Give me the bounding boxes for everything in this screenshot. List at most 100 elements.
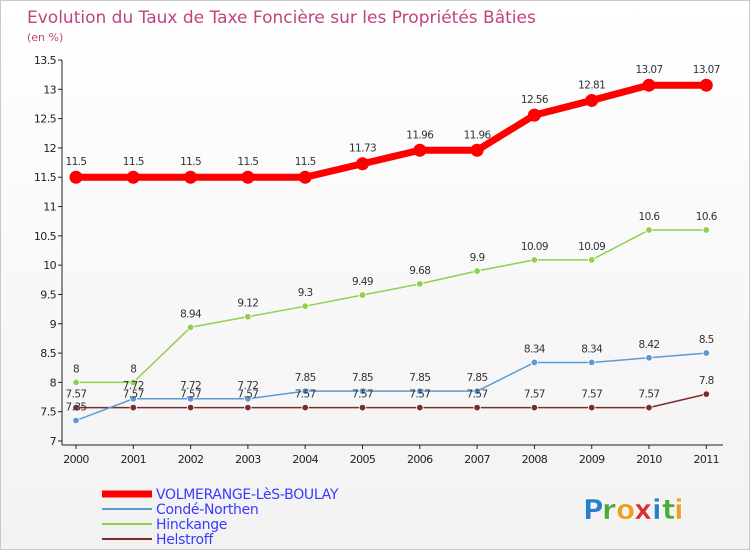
data-label: 11.5 (295, 156, 316, 168)
data-point (645, 354, 653, 362)
data-label: 11.5 (180, 156, 201, 168)
data-point (301, 387, 309, 395)
data-point (129, 395, 137, 403)
data-label: 9.49 (352, 276, 373, 288)
data-point (585, 93, 599, 107)
data-point (358, 387, 367, 395)
legend-item: VOLMERANGE-LèS-BOULAY (102, 487, 339, 503)
data-point (470, 143, 484, 157)
data-label: 11.5 (66, 156, 87, 168)
data-point (244, 313, 252, 321)
data-point (358, 403, 367, 412)
series-2 (72, 226, 710, 387)
data-label: 11.96 (464, 129, 492, 141)
data-point (645, 226, 653, 234)
x-tick-label: 2011 (693, 453, 719, 466)
data-point (72, 416, 80, 425)
data-label: 8 (73, 363, 79, 375)
legend-item: Helstroff (102, 532, 215, 548)
logo-letter: x (634, 493, 652, 526)
series-line (76, 393, 707, 409)
data-point (588, 358, 596, 367)
logo-letter: r (602, 493, 616, 526)
y-tick-label: 8.5 (40, 347, 56, 360)
data-point (301, 302, 309, 310)
data-label: 10.09 (521, 241, 548, 253)
series-line (76, 229, 707, 384)
data-label: 13.07 (635, 64, 662, 76)
legend-label: Hinckange (156, 517, 227, 533)
x-tick-label: 2002 (178, 453, 204, 466)
series-line (75, 352, 707, 422)
data-point (530, 256, 539, 264)
data-point (129, 378, 137, 387)
x-tick-label: 2004 (292, 453, 318, 466)
data-point (129, 403, 137, 412)
data-point (186, 323, 195, 331)
data-label: 8.42 (639, 339, 660, 351)
data-label: 7.57 (409, 389, 430, 401)
series-labels-3: 7.57 7.57 7.57 7.57 7.57 7.57 7.57 7.57 7.57 7.57… (66, 375, 715, 401)
data-label: 10.6 (696, 211, 718, 223)
data-point (702, 226, 710, 234)
data-point (244, 403, 252, 412)
data-label: 13.07 (693, 64, 720, 76)
data-point (530, 403, 539, 412)
proxiti-logo: Pr ox i ti (583, 493, 684, 527)
series-labels-2: 8 8 8.94 9.12 9.3 9.49 9.68 9.9 10.09 10.09 10.6 10… (73, 211, 718, 375)
y-tick-label: 13.5 (34, 54, 57, 67)
data-label: 7.57 (295, 389, 316, 401)
data-label: 9.3 (298, 287, 313, 299)
data-label: 12.81 (578, 79, 605, 91)
data-label: 7.57 (123, 389, 144, 401)
data-label: 11.96 (406, 129, 434, 141)
legend-label: Condé-Northen (156, 502, 259, 518)
data-label: 12.56 (521, 94, 549, 106)
data-point (588, 256, 596, 264)
data-point (527, 108, 541, 122)
data-point (473, 387, 481, 395)
data-point (473, 403, 481, 412)
chart-subtitle: (en %) (27, 31, 63, 44)
data-label: 7.85 (467, 372, 488, 384)
logo-letter: P (583, 493, 604, 526)
data-label: 7.57 (581, 389, 602, 401)
y-tick-label: 10 (43, 259, 56, 272)
data-label: 7.57 (524, 389, 545, 401)
data-label: 10.6 (639, 211, 661, 223)
logo-letter: i (652, 493, 662, 526)
data-point (699, 78, 713, 92)
legend-label: Helstroff (156, 532, 214, 548)
series-labels-1: 7.35 7.72 7.72 7.72 7.85 7.85 7.85 7.85 8.34 8.34… (66, 334, 715, 413)
y-tick-label: 11 (43, 201, 56, 214)
x-tick-label: 2010 (636, 453, 662, 466)
data-point (702, 390, 710, 398)
y-tick-label: 13 (43, 83, 56, 96)
data-label: 7.57 (66, 389, 87, 401)
data-point (358, 291, 367, 299)
series-labels-0: 11.5 11.5 11.5 11.5 11.5 11.73 11.96 11.96 12.56… (66, 64, 721, 168)
logo-letter: o (616, 493, 635, 526)
data-point (416, 280, 424, 288)
legend-item: Condé-Northen (102, 502, 259, 518)
data-point (416, 403, 424, 412)
x-tick-label: 2001 (120, 453, 146, 466)
data-label: 7.85 (352, 372, 373, 384)
data-label: 8 (130, 363, 136, 375)
y-tick-label: 9.5 (40, 288, 56, 301)
logo-letter: t (662, 493, 675, 526)
data-label: 7.57 (639, 389, 660, 401)
data-label: 7.72 (237, 380, 258, 392)
chart-title: Evolution du Taux de Taxe Foncière sur l… (27, 8, 536, 28)
legend-item: Hinckange (102, 517, 227, 533)
y-tick-label: 7 (50, 435, 57, 448)
data-label: 7.57 (180, 389, 201, 401)
y-tick-label: 10.5 (34, 230, 57, 243)
data-label: 7.35 (66, 401, 87, 413)
y-tick-label: 12.5 (34, 113, 57, 126)
data-label: 9.68 (409, 265, 430, 277)
x-tick-label: 2000 (63, 453, 89, 466)
series-line (76, 81, 707, 181)
data-label: 7.57 (352, 389, 373, 401)
